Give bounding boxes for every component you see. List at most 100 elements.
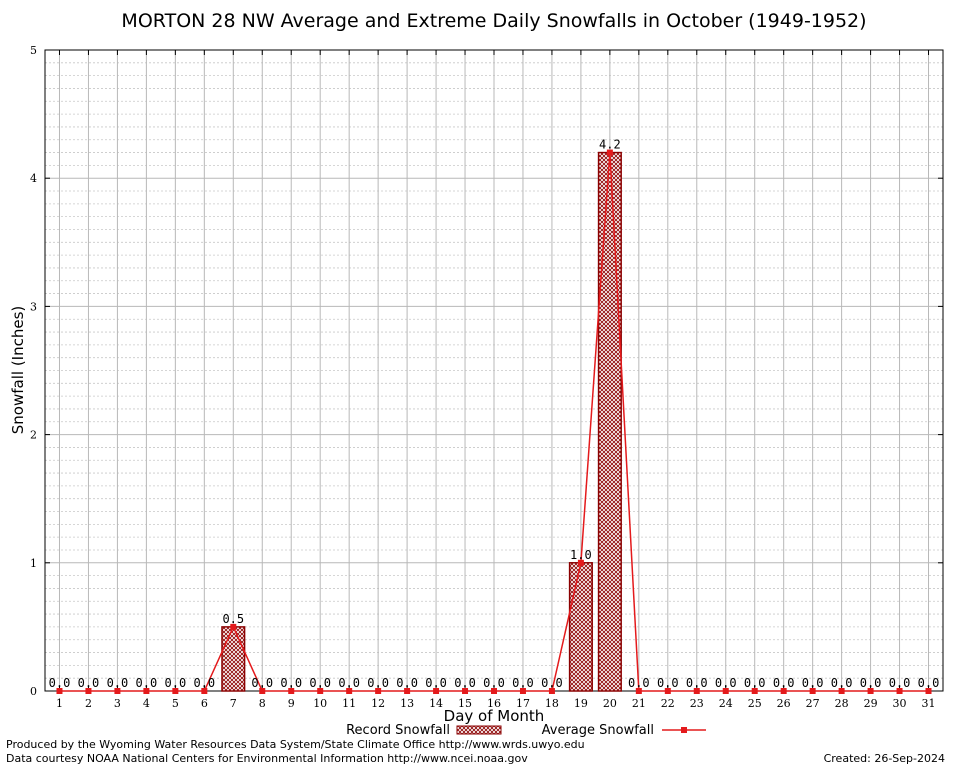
average-point xyxy=(577,559,584,566)
average-point xyxy=(664,688,671,694)
average-point xyxy=(896,688,903,694)
x-tick-label: 31 xyxy=(922,697,936,710)
record-bar xyxy=(568,562,593,692)
x-tick-label: 8 xyxy=(259,697,266,710)
average-point xyxy=(809,688,816,694)
average-point xyxy=(548,688,555,694)
average-point xyxy=(317,688,324,694)
average-point xyxy=(375,688,382,694)
data-label: 0.0 xyxy=(454,676,476,690)
x-tick-label: 11 xyxy=(342,697,356,710)
x-tick-label: 14 xyxy=(429,697,443,710)
x-axis-ticks: 1 2 3 4 5 6 7 8 9 10 11 12 13 14 15 16 17 18 19 20 21 22 23 24 2… xyxy=(56,50,936,710)
data-label: 0.0 xyxy=(280,676,302,690)
x-axis-label: Day of Month xyxy=(444,707,545,725)
average-point xyxy=(259,688,266,694)
x-tick-label: 26 xyxy=(777,697,791,710)
footer-created: Created: 26-Sep-2024 xyxy=(824,752,945,765)
x-tick-label: 7 xyxy=(230,697,237,710)
x-tick-label: 2 xyxy=(85,697,92,710)
average-point xyxy=(201,688,208,694)
data-label: 0.0 xyxy=(49,676,71,690)
average-point xyxy=(693,688,700,694)
y-tick-label: 2 xyxy=(30,429,37,442)
x-tick-label: 4 xyxy=(143,697,150,710)
data-label: 0.0 xyxy=(136,676,158,690)
data-label: 0.0 xyxy=(860,676,882,690)
data-label: 0.0 xyxy=(773,676,795,690)
average-point xyxy=(780,688,787,694)
data-label: 0.0 xyxy=(396,676,418,690)
average-point xyxy=(606,149,613,156)
data-label: 0.0 xyxy=(425,676,447,690)
average-point xyxy=(85,688,92,694)
average-point xyxy=(635,688,642,694)
data-label: 0.0 xyxy=(831,676,853,690)
average-point xyxy=(838,688,845,694)
average-point xyxy=(56,688,63,694)
average-point xyxy=(404,688,411,694)
grid-lines xyxy=(45,49,943,692)
x-tick-label: 29 xyxy=(864,697,878,710)
data-label: 0.0 xyxy=(107,676,129,690)
y-axis-ticks: 0 1 2 3 4 5 xyxy=(30,44,943,698)
x-tick-label: 20 xyxy=(603,697,617,710)
average-point xyxy=(288,688,295,694)
average-point xyxy=(172,688,179,694)
data-label: 0.0 xyxy=(338,676,360,690)
data-label: 4.2 xyxy=(599,138,621,152)
x-tick-label: 16 xyxy=(487,697,501,710)
data-label: 0.5 xyxy=(222,612,244,626)
data-label: 0.0 xyxy=(628,676,650,690)
chart-title: MORTON 28 NW Average and Extreme Daily S… xyxy=(121,10,866,32)
legend-record-label: Record Snowfall xyxy=(346,723,450,738)
x-tick-label: 28 xyxy=(835,697,849,710)
x-tick-label: 15 xyxy=(458,697,472,710)
data-label: 0.0 xyxy=(744,676,766,690)
x-tick-label: 17 xyxy=(516,697,530,710)
x-tick-label: 18 xyxy=(545,697,559,710)
average-point xyxy=(925,688,932,694)
average-point xyxy=(433,688,440,694)
data-label: 0.0 xyxy=(657,676,679,690)
average-point xyxy=(867,688,874,694)
data-label: 0.0 xyxy=(309,676,331,690)
x-tick-label: 22 xyxy=(661,697,675,710)
average-point xyxy=(143,688,150,694)
data-label: 0.0 xyxy=(918,676,940,690)
average-point xyxy=(722,688,729,694)
data-label: 0.0 xyxy=(889,676,911,690)
x-tick-label: 3 xyxy=(114,697,121,710)
y-tick-label: 3 xyxy=(30,300,37,313)
data-label: 0.0 xyxy=(193,676,215,690)
x-tick-label: 27 xyxy=(806,697,820,710)
record-bar xyxy=(597,151,622,692)
legend: Record Snowfall Average Snowfall xyxy=(346,723,706,738)
record-bar xyxy=(221,626,246,692)
x-tick-label: 30 xyxy=(893,697,907,710)
legend-average-marker xyxy=(681,727,687,733)
data-label: 0.0 xyxy=(78,676,100,690)
average-point xyxy=(491,688,497,694)
x-tick-label: 13 xyxy=(400,697,414,710)
average-line xyxy=(56,149,932,694)
x-tick-label: 24 xyxy=(719,697,733,710)
data-label: 0.0 xyxy=(715,676,737,690)
y-tick-label: 1 xyxy=(30,557,37,570)
average-point xyxy=(751,688,758,694)
data-label: 0.0 xyxy=(686,676,708,690)
y-axis-label: Snowfall (Inches) xyxy=(9,306,27,434)
y-tick-label: 0 xyxy=(30,685,37,698)
x-tick-label: 19 xyxy=(574,697,588,710)
average-point xyxy=(230,623,237,630)
x-tick-label: 12 xyxy=(371,697,385,710)
data-label: 0.0 xyxy=(483,676,505,690)
x-tick-label: 23 xyxy=(690,697,704,710)
average-point xyxy=(462,688,469,694)
data-label: 0.0 xyxy=(367,676,389,690)
data-label: 0.0 xyxy=(251,676,273,690)
average-point xyxy=(114,688,121,694)
x-tick-label: 5 xyxy=(172,697,179,710)
data-label: 0.0 xyxy=(802,676,824,690)
